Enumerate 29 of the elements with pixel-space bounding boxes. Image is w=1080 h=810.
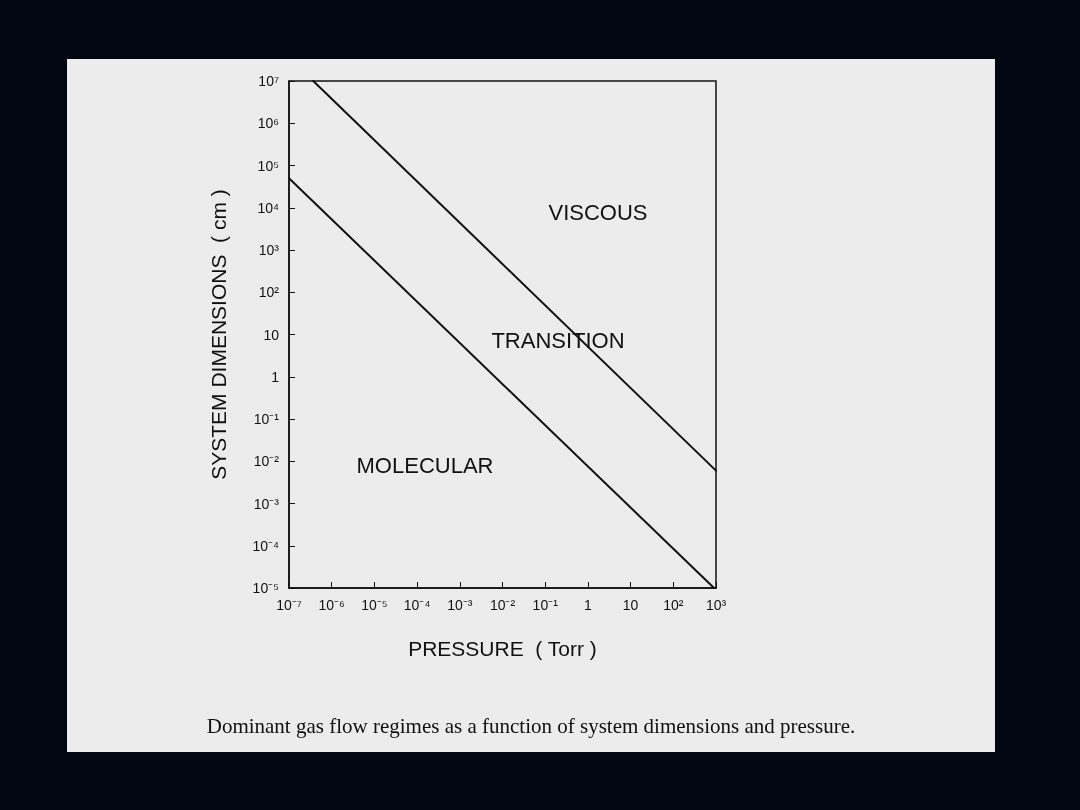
- x-tick-label: 10⁻⁵: [361, 597, 388, 613]
- x-tick-label: 10⁻²: [489, 597, 516, 613]
- x-tick-label: 10⁻⁶: [318, 597, 345, 613]
- x-tick-label: 10⁻³: [447, 597, 473, 613]
- y-tick-label: 10⁻²: [253, 453, 280, 470]
- y-axis-title: SYSTEM DIMENSIONS ( cm ): [207, 189, 230, 480]
- x-tick-label: 10: [622, 597, 639, 613]
- annotation: MOLECULAR: [356, 452, 494, 478]
- x-tick-label: 10⁻¹: [532, 597, 559, 613]
- y-tick-label: 10⁻³: [253, 495, 280, 512]
- x-axis-title: PRESSURE ( Torr ): [408, 637, 597, 660]
- y-tick-label: 10⁻⁴: [252, 537, 279, 554]
- y-tick-label: 10⁷: [258, 73, 279, 89]
- y-tick-label: 1: [271, 368, 280, 385]
- y-tick-label: 10⁴: [257, 199, 279, 216]
- x-tick-label: 10⁻⁷: [276, 597, 302, 613]
- y-tick-label: 10⁻⁵: [252, 580, 279, 596]
- y-tick-label: 10: [263, 326, 280, 343]
- annotation: VISCOUS: [548, 199, 648, 225]
- y-tick-label: 10⁻¹: [253, 411, 280, 427]
- y-tick-label: 10²: [258, 284, 280, 301]
- y-tick-label: 10³: [258, 242, 280, 258]
- y-tick-label: 10⁵: [257, 157, 279, 174]
- x-tick-label: 10⁻⁴: [403, 597, 431, 613]
- x-tick-label: 10³: [705, 597, 727, 613]
- x-tick-label: 10²: [663, 597, 684, 613]
- text: Dominant gas flow regimes as a function of system dimensions and pressure.: [205, 714, 857, 739]
- y-tick-label: 10⁶: [257, 115, 279, 132]
- x-tick-label: 1: [584, 597, 592, 613]
